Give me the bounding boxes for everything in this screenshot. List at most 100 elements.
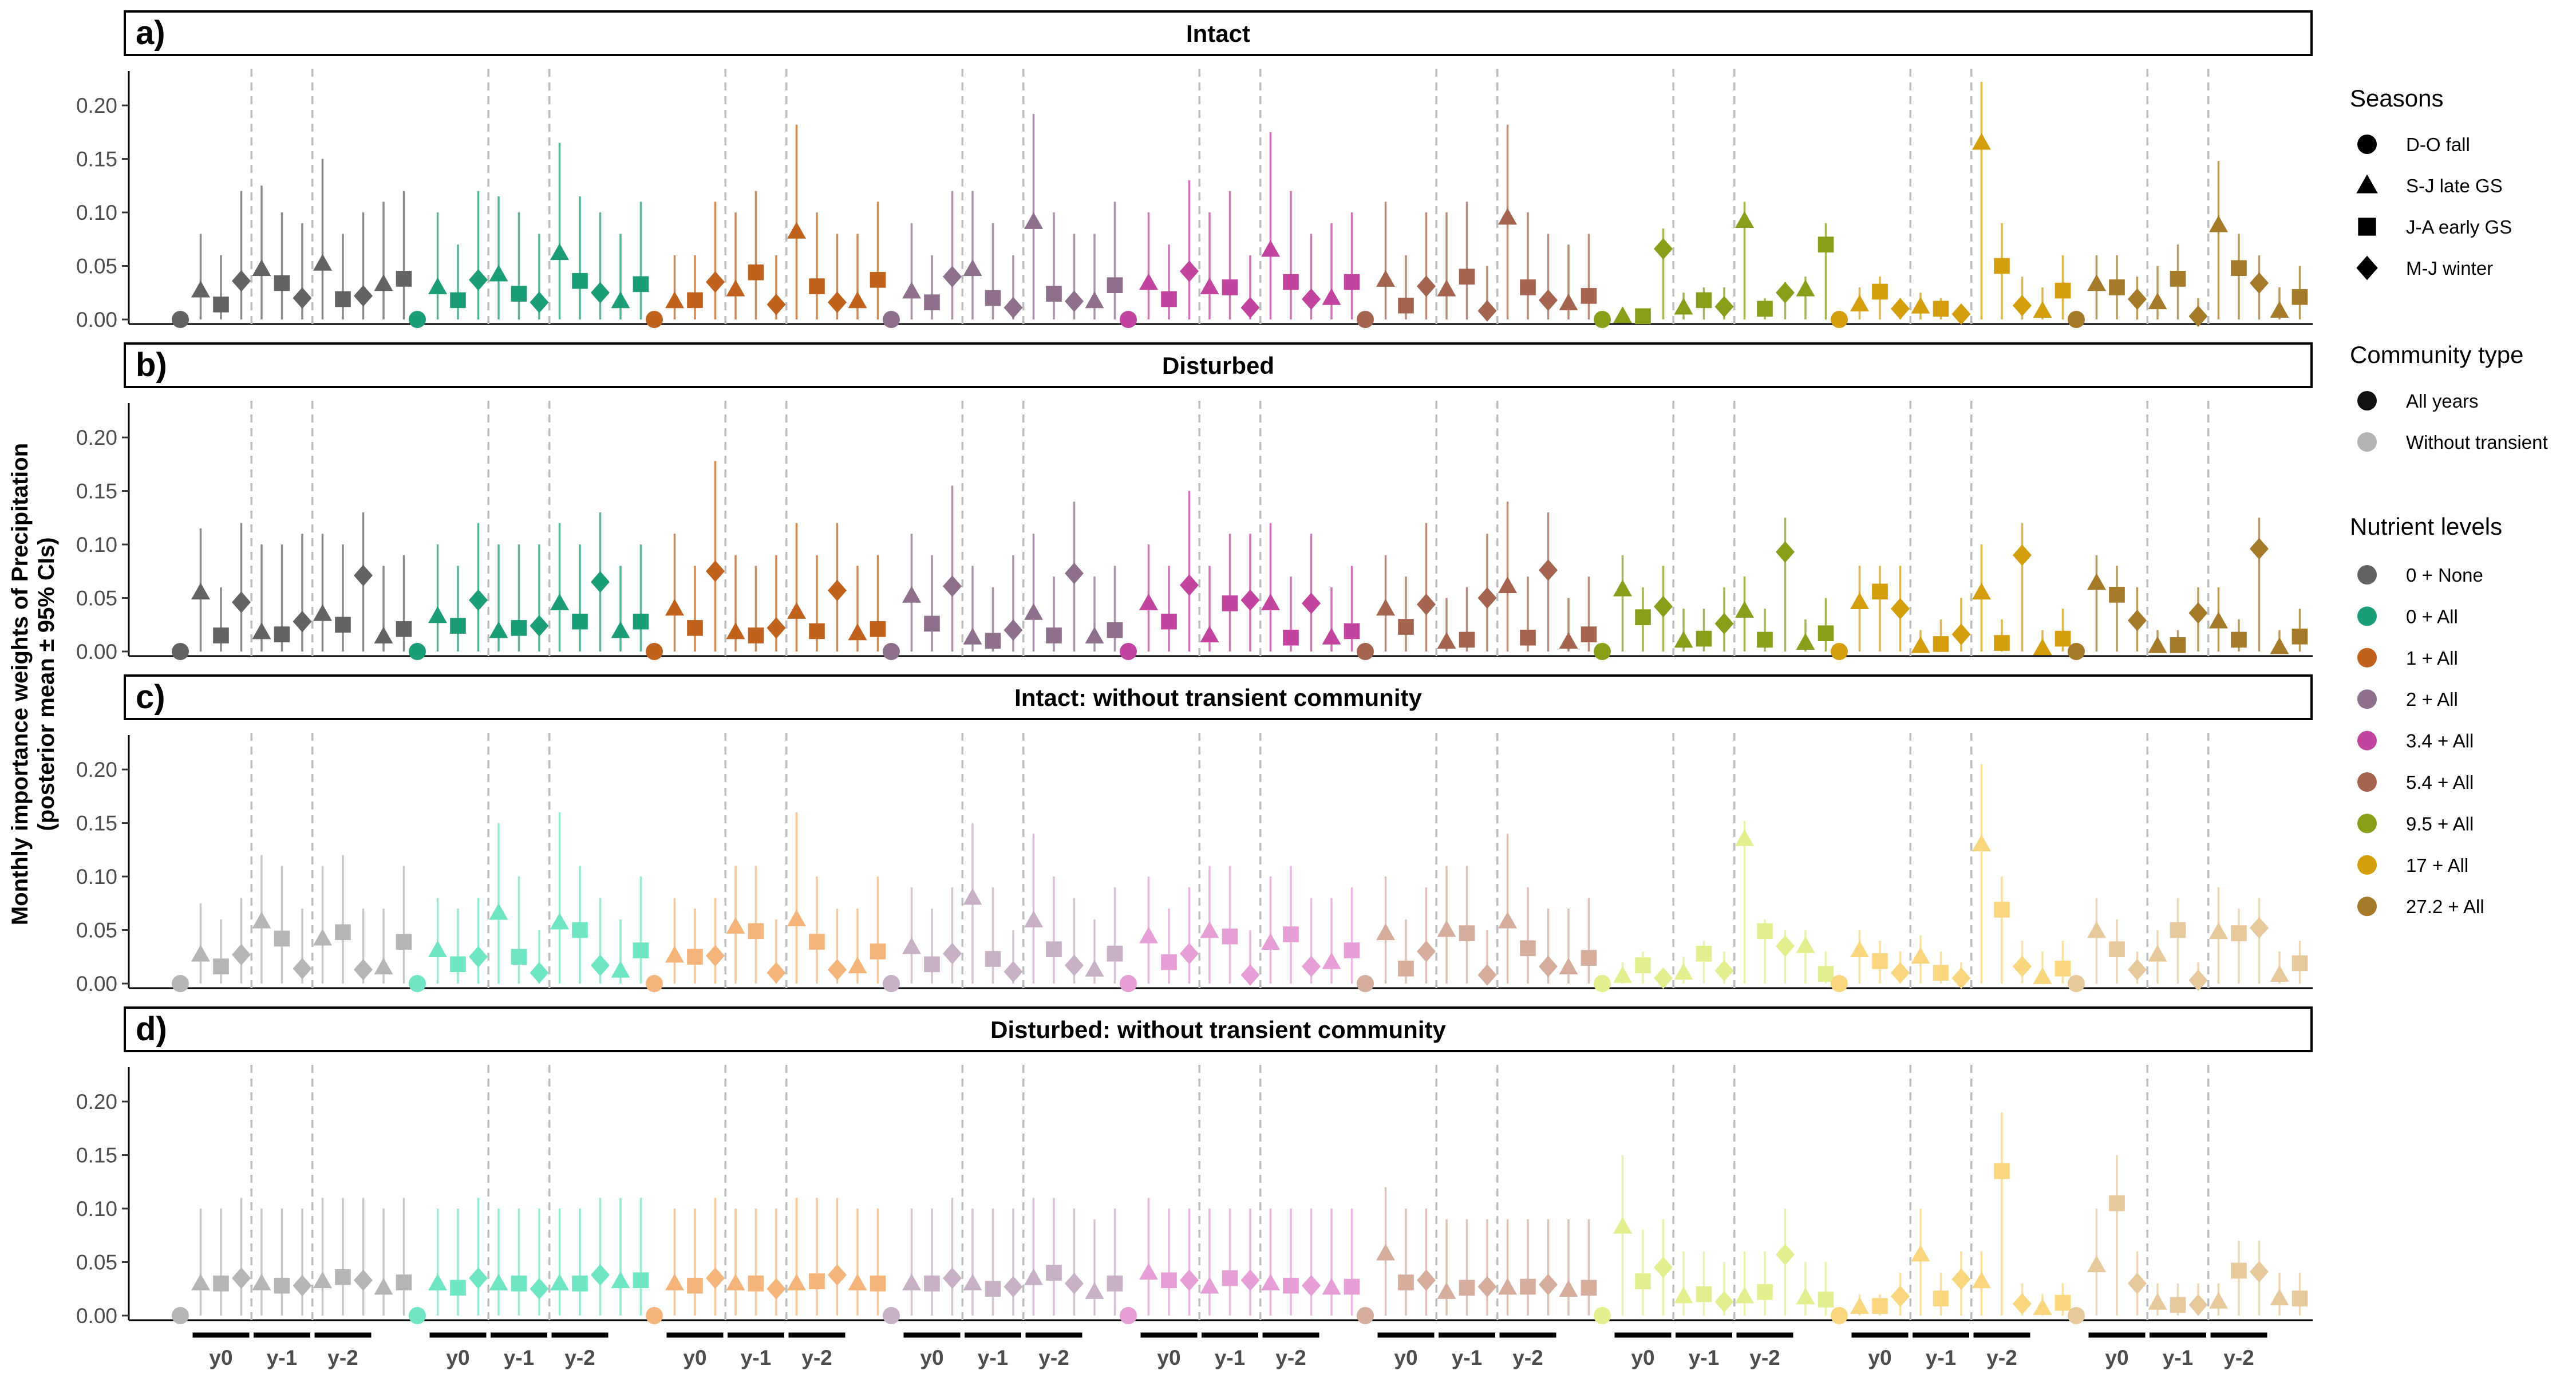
data-point: [591, 1264, 610, 1286]
data-point: [1891, 598, 1910, 619]
data-point: [1240, 964, 1260, 986]
data-point: [2055, 961, 2071, 977]
y-tick-label: 0.00: [76, 972, 117, 996]
data-point: [2033, 1298, 2052, 1315]
data-point: [213, 1276, 229, 1292]
data-point: [2250, 538, 2269, 560]
data-point: [1635, 609, 1651, 625]
data-point: [902, 1273, 921, 1290]
data-point: [1581, 1280, 1597, 1296]
data-point: [2209, 922, 2228, 939]
data-point: [2231, 631, 2247, 648]
data-point: [2148, 945, 2167, 962]
data-point: [985, 290, 1001, 306]
legend-nutrient-label: 0 + All: [2406, 606, 2458, 627]
data-point: [1972, 582, 1991, 600]
data-point: [1046, 1265, 1062, 1281]
data-point: [1302, 288, 1321, 310]
data-point: [726, 1273, 745, 1290]
data-point: [2033, 301, 2052, 318]
nutrient-group: [1357, 733, 1597, 992]
data-point: [1261, 1273, 1280, 1290]
data-point: [572, 273, 588, 289]
year-label: y-1: [978, 1346, 1008, 1369]
data-point: [1933, 301, 1949, 317]
data-point: [985, 1281, 1001, 1297]
y-axis-title-line-2: (posterior mean ± 95% CIs): [34, 537, 59, 831]
data-point: [2068, 975, 2085, 992]
year-label: y-1: [1215, 1346, 1245, 1369]
data-point: [1376, 1243, 1395, 1261]
data-point: [611, 621, 630, 638]
data-point: [1065, 1273, 1084, 1294]
data-point: [2291, 1290, 2308, 1306]
data-point: [2087, 573, 2106, 590]
data-point: [1891, 1285, 1910, 1308]
data-point: [1120, 975, 1137, 992]
nutrient-group: [409, 401, 649, 660]
data-point: [943, 266, 962, 287]
data-point: [902, 937, 921, 954]
data-point: [1417, 275, 1436, 297]
data-point: [232, 591, 251, 613]
data-point: [748, 923, 764, 939]
panel-1: a) Intact 0.00 0.05 0.10 0.15 0.20: [76, 10, 2313, 331]
data-point: [354, 285, 373, 307]
data-point: [213, 297, 229, 313]
data-point: [883, 975, 900, 992]
data-point: [335, 924, 351, 941]
data-point: [213, 627, 229, 643]
data-point: [2270, 1288, 2289, 1306]
data-point: [550, 593, 569, 610]
data-point: [1613, 1217, 1632, 1234]
data-point: [2128, 288, 2147, 310]
data-point: [1994, 635, 2010, 651]
data-point: [646, 643, 663, 660]
data-point: [409, 975, 426, 992]
nutrient-group: [1357, 69, 1597, 328]
data-point: [665, 598, 684, 616]
data-point: [1613, 306, 1632, 323]
data-point: [809, 623, 825, 639]
data-point: [1581, 950, 1597, 966]
data-point: [1498, 576, 1517, 593]
data-point: [1107, 1276, 1123, 1292]
data-point: [2109, 279, 2125, 295]
year-label: y-1: [1926, 1346, 1956, 1369]
data-point: [1498, 911, 1517, 929]
y-tick-label: 0.10: [76, 533, 117, 556]
data-point: [252, 911, 271, 929]
data-point: [1459, 925, 1475, 941]
nutrient-group: [172, 69, 412, 328]
data-point: [1776, 1243, 1795, 1266]
data-point: [1539, 559, 1558, 581]
data-point: [1357, 1307, 1374, 1324]
data-point: [313, 604, 332, 621]
data-point: [354, 1269, 373, 1292]
data-point: [633, 942, 649, 958]
data-point: [293, 287, 312, 309]
nutrient-group: [172, 401, 412, 660]
data-point: [1120, 643, 1137, 660]
data-point: [1696, 292, 1712, 309]
data-point: [1322, 1278, 1341, 1295]
data-point: [591, 954, 610, 976]
nutrient-group: y0 y-1 y-2: [409, 1065, 649, 1369]
data-point: [1003, 297, 1023, 319]
nutrient-group: [1831, 69, 2071, 328]
year-label: y-2: [1986, 1346, 2017, 1369]
data-point: [1180, 260, 1199, 282]
data-point: [1520, 629, 1536, 646]
year-label: y0: [1868, 1346, 1891, 1369]
data-point: [1757, 631, 1773, 648]
data-point: [1735, 1286, 1754, 1304]
data-point: [665, 946, 684, 963]
data-point: [1654, 595, 1673, 618]
year-label: y0: [683, 1346, 706, 1369]
year-label: y-1: [267, 1346, 297, 1369]
data-point: [633, 613, 649, 630]
panels: a) Intact 0.00 0.05 0.10 0.15 0.20 b) Disturbed 0…: [76, 10, 2313, 1369]
data-point: [1994, 258, 2010, 274]
data-point: [550, 913, 569, 930]
y-tick-label: 0.10: [76, 201, 117, 224]
